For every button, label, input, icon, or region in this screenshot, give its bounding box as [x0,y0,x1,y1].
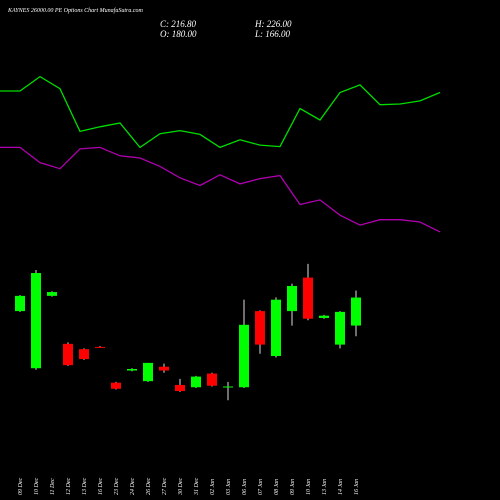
x-tick-label: 26 Dec [146,478,152,495]
candle-body [303,277,313,319]
candle-body [175,384,185,392]
x-tick-label: 27 Dec [162,478,168,495]
candle-body [47,292,57,296]
x-tick-label: 13 Dec [82,478,88,495]
open-label: O: 180.00 [160,29,197,39]
candle-body [63,343,73,366]
x-tick-label: 30 Dec [178,478,184,496]
close-label: C: 216.80 [160,19,197,29]
x-tick-label: 23 Dec [114,478,120,495]
low-label: L: 166.00 [254,29,291,39]
x-tick-label: 13 Jan [322,479,328,495]
x-tick-label: 02 Jan [210,479,216,495]
candle-body [159,366,169,371]
candle-body [95,346,105,348]
candle-body [287,285,297,312]
x-tick-label: 31 Dec [194,478,200,496]
x-tick-label: 06 Jan [242,479,248,495]
indicator-line [0,146,441,233]
x-tick-label: 09 Dec [18,478,24,495]
candle-body [271,299,281,357]
candle-body [207,373,217,386]
x-tick-label: 16 Jan [354,479,360,495]
chart-title: KAYNES 26000.00 PE Options Chart MunafaS… [7,7,144,14]
candle-body [351,297,361,326]
candle-body [31,273,41,369]
x-tick-label: 09 Jan [290,479,296,495]
candle-body [143,362,153,382]
candle-body [223,386,233,388]
x-tick-label: 16 Dec [98,478,104,495]
candle-body [239,324,249,388]
x-tick-label: 10 Jan [306,479,312,495]
candle-body [191,376,201,388]
x-tick-label: 10 Dec [34,478,40,495]
candle-body [127,368,137,371]
candle-body [79,349,89,360]
x-tick-label: 08 Jan [274,479,280,495]
candle-body [15,295,25,312]
candle-body [255,311,265,345]
candle-body [111,382,121,389]
x-tick-label: 14 Jan [337,479,344,495]
x-tick-label: 11 Dec [50,478,56,495]
x-tick-label: 07 Jan [258,479,264,495]
x-tick-label: 03 Jan [226,479,232,495]
high-label: H: 226.00 [254,19,292,29]
x-tick-label: 12 Dec [66,478,72,495]
x-tick-label: 24 Dec [129,478,136,495]
candle-body [319,315,329,318]
candle-body [335,311,345,345]
indicator-line [0,75,441,149]
